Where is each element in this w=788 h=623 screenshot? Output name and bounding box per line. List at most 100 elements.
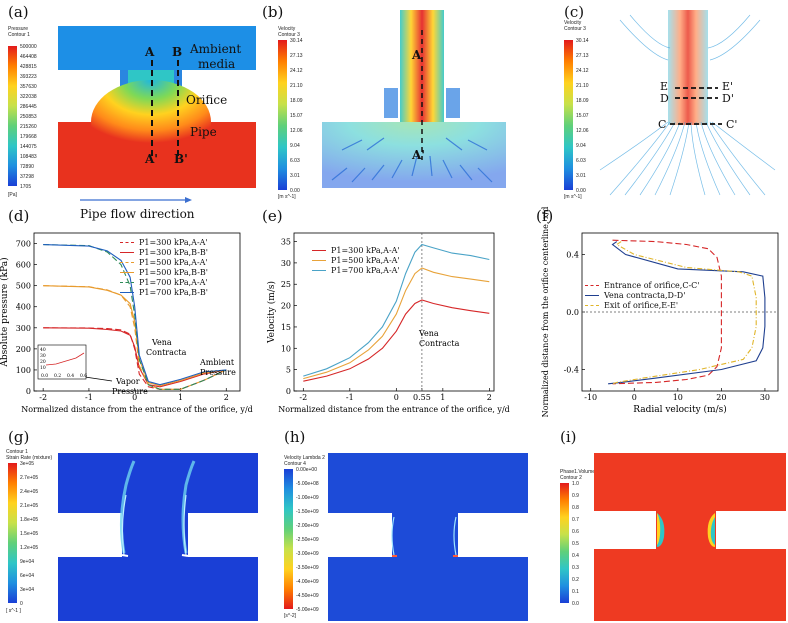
y-tick-label: 300 [16, 324, 31, 333]
panel-c: (c) Velocity Contour 3 30.14 27.13 24.12 21… [530, 0, 788, 200]
legend-item: P1=500 kPa,B-B' [120, 267, 208, 277]
label-d-left: D [660, 92, 669, 105]
y-tick-label: 600 [16, 261, 31, 270]
y-tick-label: 25 [281, 280, 291, 289]
series-line [303, 243, 490, 377]
label-a-top: A [145, 45, 155, 59]
y-axis-label: Normalized distance from the orifice cen… [541, 207, 550, 418]
series-line [43, 244, 227, 386]
inset-x-tick-label: 0.6 [80, 373, 87, 379]
legend-item: Vena contracta,D-D' [585, 290, 699, 300]
panel-label-i: (i) [560, 428, 577, 446]
y-tick-label: 400 [16, 303, 31, 312]
y-tick-label: -0.4 [564, 365, 579, 374]
colorbar-title-g: Contour 1 Strain Rate (mixture) [6, 449, 53, 461]
legend-item: P1=300 kPa,A-A' [312, 245, 400, 255]
legend-e: P1=300 kPa,A-A' P1=500 kPa,A-A' P1=700 k… [312, 245, 400, 275]
panel-g: (g) Contour 1 Strain Rate (mixture) 3e+05… [0, 425, 262, 623]
volume-fraction-contour-i [594, 453, 786, 621]
y-axis-label: Velocity (m/s) [266, 281, 277, 344]
velocity-vector-field-b [322, 10, 506, 188]
x-tick-label: 20 [716, 393, 726, 402]
vapor-annotation: Vapor [115, 377, 140, 386]
panel-label-b: (b) [262, 3, 284, 21]
colorbar-unit-b: [m s^-1] [278, 194, 296, 200]
series-line [612, 241, 757, 385]
vena-annotation: Contracta [419, 339, 460, 348]
ambient-label: Ambient [190, 42, 242, 56]
inset-x-tick-label: 0.2 [54, 373, 61, 379]
x-tick-label: -2 [39, 393, 47, 402]
panel-label-c: (c) [564, 3, 585, 21]
label-d-right: D' [722, 92, 734, 105]
panel-b: (b) Velocity Contour 3 30.14 27.13 24.12 21… [262, 0, 527, 200]
x-axis-label: Normalized distance from the entrance of… [21, 405, 253, 414]
panel-label-d: (d) [8, 207, 30, 225]
pipe-label: Pipe [190, 125, 217, 139]
inset-y-tick-label: 40 [40, 347, 46, 353]
y-tick-label: 0.0 [566, 308, 579, 317]
plot-frame [293, 232, 495, 392]
y-tick-label: 35 [281, 238, 291, 247]
colorbar-unit-c: [m s^-1] [564, 194, 582, 200]
colorbar-a [8, 46, 17, 186]
panel-e: (e) -2 -1 0 0.55 1 2 0 5 10 15 20 25 30 35 Normalized … [262, 205, 530, 420]
legend-item: P1=700 kPa,A-A' [120, 277, 208, 287]
x-tick-label: 30 [760, 393, 770, 402]
legend-item: P1=300 kPa,B-B' [120, 247, 208, 257]
legend-item: P1=700 kPa,B-B' [120, 287, 208, 297]
colorbar-i [560, 483, 569, 603]
x-tick-label: -2 [299, 393, 307, 402]
legend-item: Exit of orifice,E-E' [585, 300, 699, 310]
x-tick-label: 0 [632, 393, 637, 402]
ambient-annotation: Ambient [199, 358, 235, 367]
panel-h: (h) Velocity Lambda 2 Contour 4 0.00e+00-… [262, 425, 530, 623]
series-line [303, 267, 490, 380]
vena-annotation: Vena [418, 329, 439, 338]
panel-label-e: (e) [262, 207, 283, 225]
x-axis-label: Radial velocity (m/s) [633, 404, 727, 415]
x-tick-label: 1 [178, 393, 183, 402]
x-tick-label: -1 [346, 393, 354, 402]
inset-series [45, 352, 85, 366]
panel-i: (i) Phase1.Volume Fraction Contour 2 1.0 0… [530, 425, 788, 623]
y-tick-label: 200 [16, 345, 31, 354]
colorbar-title-b: Velocity Contour 3 [278, 26, 300, 38]
inset-arrow [84, 376, 113, 382]
panel-label-g: (g) [8, 428, 30, 446]
y-axis-label: Absolute pressure (kPa) [0, 257, 10, 367]
streamline-field-c [599, 10, 776, 196]
label-a-bottom: A' [145, 152, 158, 166]
y-tick-label: 10 [281, 344, 291, 353]
x-tick-label: 10 [673, 393, 683, 402]
series-line [43, 285, 227, 387]
colorbar-unit-h: [s^-2] [284, 613, 297, 619]
y-tick-label: 5 [286, 366, 291, 375]
vena-annotation: Vena [151, 338, 172, 347]
legend-item: P1=700 kPa,A-A' [312, 265, 400, 275]
y-tick-label: 30 [281, 259, 291, 268]
label-c-right: C' [726, 118, 738, 131]
panel-d: (d) -2 -1 0 1 2 0 100 200 300 400 500 600 700 Normali… [0, 205, 262, 420]
x-tick-label: 0.55 [413, 393, 431, 402]
series-line [608, 241, 766, 385]
legend-item: P1=300 kPa,A-A' [120, 237, 208, 247]
legend-item: Entrance of orifice,C-C' [585, 280, 699, 290]
media-label: media [198, 57, 236, 71]
inset-y-tick-label: 30 [40, 353, 46, 359]
label-e-left: E [660, 80, 669, 93]
y-tick-label: 500 [16, 282, 31, 291]
y-tick-label: 0 [286, 387, 291, 396]
radial-velocity-chart-f: -10 0 10 20 30 -0.4 0.0 0.4 Radial velocity (m/s… [541, 207, 779, 418]
legend-item: P1=500 kPa,A-A' [312, 255, 400, 265]
pressure-chart-d: -2 -1 0 1 20100200300400500600700Normalized … [0, 232, 253, 414]
lambda2-contour-h [328, 453, 528, 621]
colorbar-title-c: Velocity Contour 3 [564, 20, 586, 32]
label-e-right: E' [722, 80, 734, 93]
x-tick-label: -1 [85, 393, 93, 402]
x-axis-label: Normalized distance from the entrance of… [278, 405, 510, 414]
legend-d: P1=300 kPa,A-A' P1=300 kPa,B-B' P1=500 k… [120, 237, 208, 297]
flow-direction-label: Pipe flow direction [80, 207, 195, 221]
colorbar-g [8, 463, 17, 603]
x-tick-label: 1 [440, 393, 445, 402]
